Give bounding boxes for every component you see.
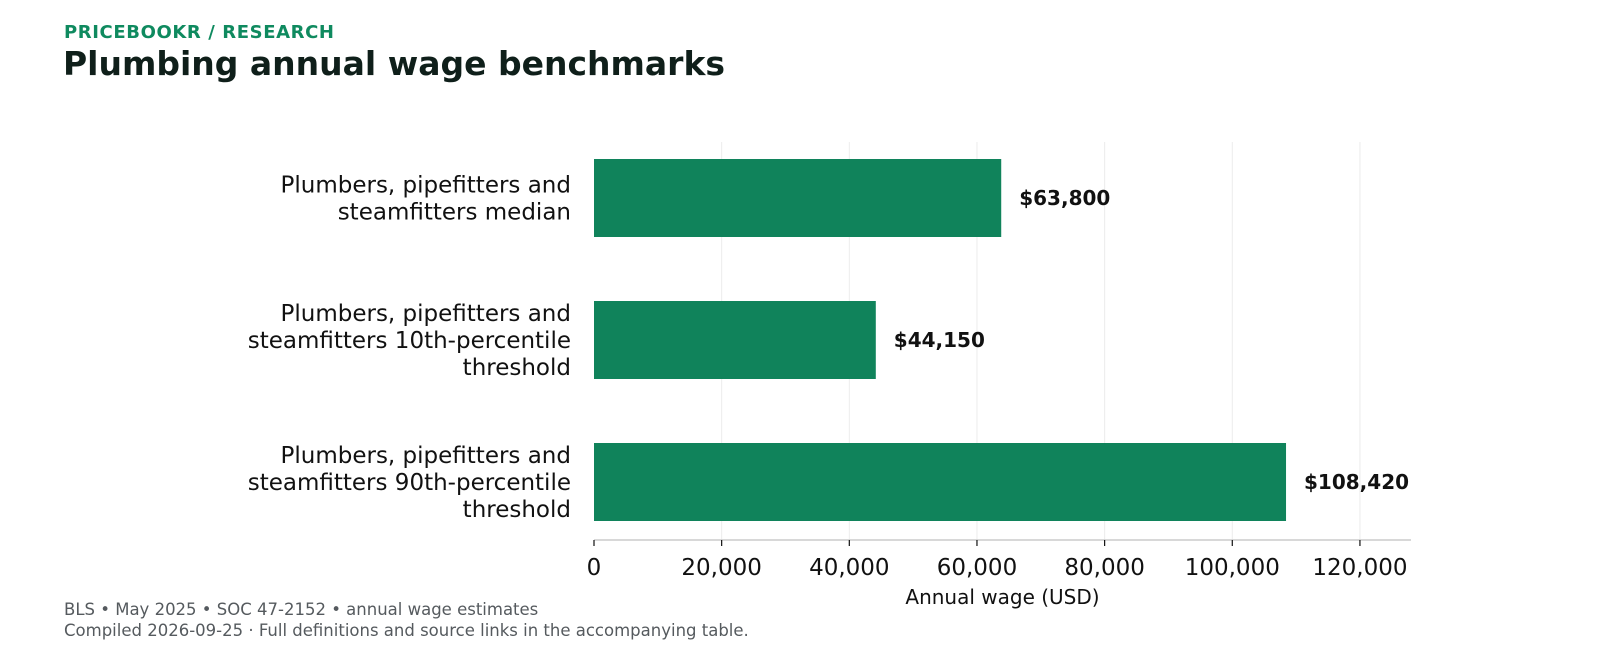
chart-title: Plumbing annual wage benchmarks [63,44,726,83]
bar-value-label: $108,420 [1304,470,1409,494]
compiled-note: Compiled 2026-09-25 · Full definitions a… [64,621,749,640]
bar [594,301,876,379]
x-tick-label: 100,000 [1185,555,1280,581]
category-label: threshold [463,497,571,523]
x-tick-label: 80,000 [1064,555,1144,581]
x-tick-label: 120,000 [1312,555,1407,581]
bar-value-label: $63,800 [1019,186,1110,210]
category-label: Plumbers, pipefitters and [281,173,572,199]
bar [594,443,1287,521]
bar [594,159,1002,237]
x-tick-label: 0 [587,555,602,581]
category-label: steamfitters 90th-percentile [248,470,571,496]
bar-value-label: $44,150 [894,328,985,352]
x-tick-label: 60,000 [937,555,1017,581]
brand-label: PRICEBOOKR / RESEARCH [64,22,335,43]
x-axis-title: Annual wage (USD) [905,585,1099,609]
x-tick-label: 40,000 [809,555,889,581]
category-label: steamfitters 10th-percentile [248,328,571,354]
category-label: threshold [463,355,571,381]
category-label: steamfitters median [338,200,571,226]
source-note: BLS • May 2025 • SOC 47-2152 • annual wa… [64,600,539,619]
x-tick-label: 20,000 [681,555,761,581]
category-label: Plumbers, pipefitters and [281,443,572,469]
category-label: Plumbers, pipefitters and [281,301,572,327]
